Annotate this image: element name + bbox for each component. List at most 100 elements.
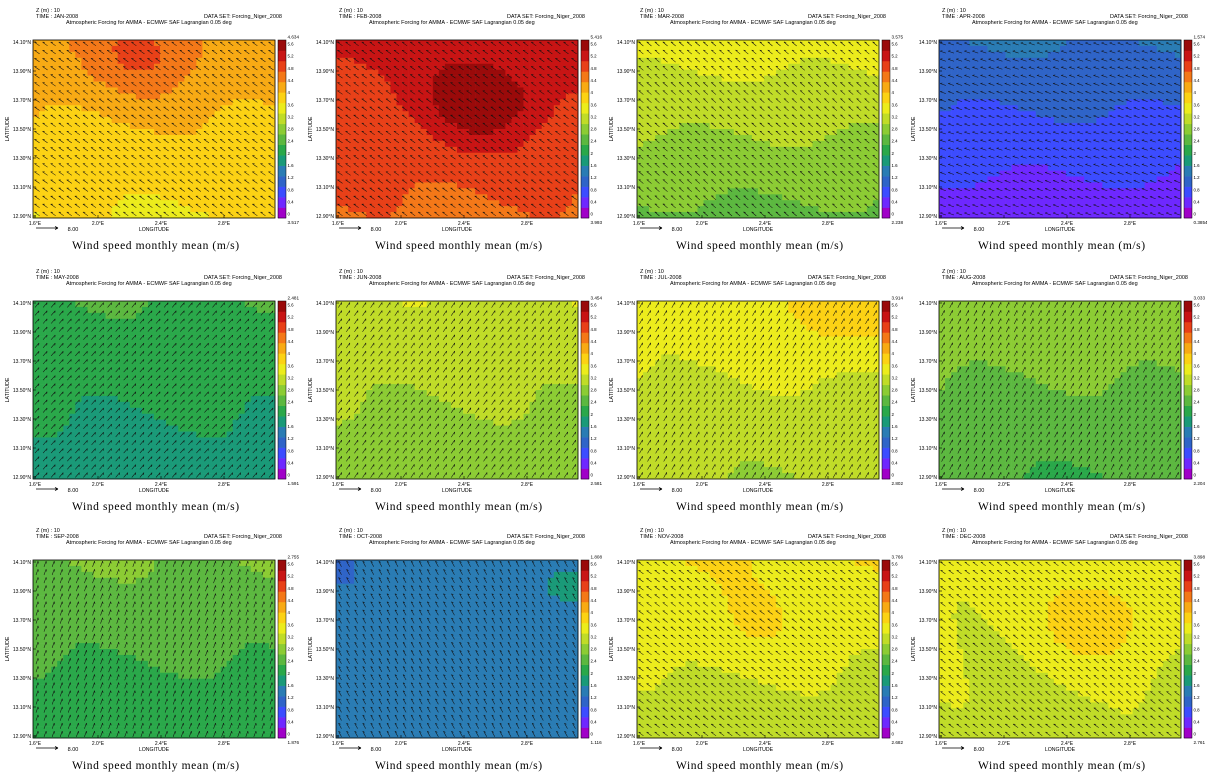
field-cell <box>136 206 142 212</box>
field-cell <box>572 165 578 171</box>
field-cell <box>160 46 166 52</box>
field-cell <box>499 165 505 171</box>
field-cell <box>722 82 728 88</box>
field-cell <box>764 52 770 58</box>
field-cell <box>806 165 812 171</box>
field-cell <box>518 194 524 200</box>
field-cell <box>112 129 118 135</box>
field-cell <box>160 76 166 82</box>
field-cell <box>166 194 172 200</box>
field-cell <box>148 182 154 188</box>
field-cell <box>184 40 190 46</box>
field-cell <box>342 129 348 135</box>
field-cell <box>518 165 524 171</box>
field-cell <box>227 176 233 182</box>
field-cell <box>679 159 685 165</box>
field-cell <box>716 87 722 93</box>
field-cell <box>184 52 190 58</box>
field-cell <box>566 82 572 88</box>
colorbar-min-value: 3.517 <box>288 220 300 225</box>
field-cell <box>511 141 517 147</box>
field-cell <box>196 176 202 182</box>
wind-speed-field <box>637 40 879 218</box>
field-cell <box>421 212 427 218</box>
field-cell <box>118 76 124 82</box>
field-cell <box>704 159 710 165</box>
field-cell <box>178 82 184 88</box>
field-cell <box>106 182 112 188</box>
field-cell <box>63 171 69 177</box>
y-axis-label: LATITUDE <box>5 116 11 141</box>
field-cell <box>475 105 481 111</box>
x-tick-label: 2.0°E <box>395 221 408 227</box>
field-cell <box>245 105 251 111</box>
field-cell <box>342 40 348 46</box>
field-cell <box>239 212 245 218</box>
wind-speed-field <box>33 40 275 218</box>
field-cell <box>469 200 475 206</box>
field-cell <box>136 141 142 147</box>
field-cell <box>269 76 275 82</box>
field-cell <box>457 87 463 93</box>
field-cell <box>239 82 245 88</box>
field-cell <box>710 76 716 82</box>
field-cell <box>390 129 396 135</box>
field-cell <box>227 87 233 93</box>
y-tick-label: 14.10°N <box>13 40 32 46</box>
field-cell <box>679 70 685 76</box>
field-cell <box>69 111 75 117</box>
colorbar-swatch <box>278 197 286 208</box>
field-cell <box>511 82 517 88</box>
field-cell <box>794 129 800 135</box>
field-cell <box>843 82 849 88</box>
field-cell <box>518 159 524 165</box>
field-cell <box>469 176 475 182</box>
field-cell <box>861 129 867 135</box>
field-cell <box>360 176 366 182</box>
field-cell <box>124 182 130 188</box>
field-cell <box>112 176 118 182</box>
field-cell <box>348 200 354 206</box>
field-cell <box>673 70 679 76</box>
field-cell <box>172 87 178 93</box>
field-cell <box>788 87 794 93</box>
field-cell <box>643 206 649 212</box>
field-cell <box>81 176 87 182</box>
field-cell <box>366 93 372 99</box>
field-cell <box>39 93 45 99</box>
field-cell <box>190 129 196 135</box>
field-cell <box>154 87 160 93</box>
field-cell <box>154 82 160 88</box>
field-cell <box>740 171 746 177</box>
field-cell <box>202 70 208 76</box>
field-cell <box>637 171 643 177</box>
field-cell <box>403 176 409 182</box>
field-cell <box>130 70 136 76</box>
field-cell <box>649 46 655 52</box>
field-cell <box>87 129 93 135</box>
field-cell <box>372 135 378 141</box>
field-cell <box>698 117 704 123</box>
field-cell <box>667 165 673 171</box>
field-cell <box>655 76 661 82</box>
field-cell <box>794 206 800 212</box>
field-cell <box>33 135 39 141</box>
field-cell <box>722 93 728 99</box>
field-cell <box>427 165 433 171</box>
field-cell <box>704 76 710 82</box>
field-cell <box>831 159 837 165</box>
wind-chart-svg: 14.10°N13.90°N13.70°N13.50°N13.30°N13.10… <box>606 4 908 242</box>
field-cell <box>451 117 457 123</box>
field-cell <box>142 159 148 165</box>
field-cell <box>106 87 112 93</box>
field-cell <box>800 99 806 105</box>
field-cell <box>69 70 75 76</box>
field-cell <box>354 176 360 182</box>
field-cell <box>722 212 728 218</box>
wind-speed-field <box>336 40 578 218</box>
field-cell <box>698 111 704 117</box>
field-cell <box>463 129 469 135</box>
field-cell <box>493 105 499 111</box>
field-cell <box>390 70 396 76</box>
